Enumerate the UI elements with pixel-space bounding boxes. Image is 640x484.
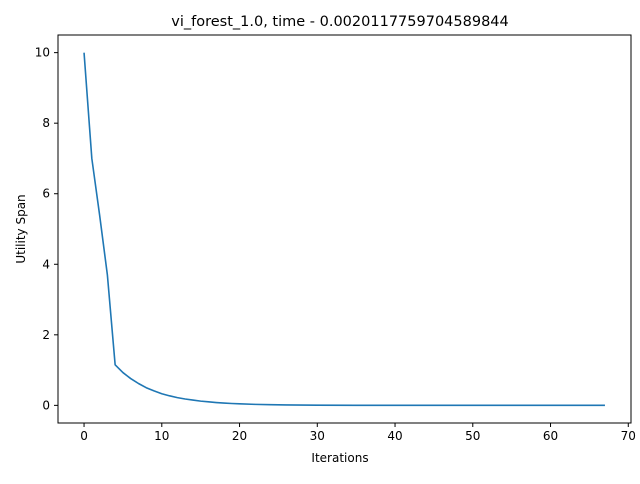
x-tick-label: 30 — [310, 429, 325, 443]
x-tick-label: 40 — [387, 429, 402, 443]
y-tick-label: 0 — [42, 398, 50, 412]
x-tick-label: 20 — [232, 429, 247, 443]
x-tick-label: 70 — [621, 429, 636, 443]
x-axis-label: Iterations — [311, 451, 368, 465]
x-tick-label: 60 — [543, 429, 558, 443]
y-tick-label: 6 — [42, 187, 50, 201]
x-tick-label: 0 — [80, 429, 88, 443]
y-tick-label: 4 — [42, 257, 50, 271]
series-line — [83, 52, 605, 407]
y-tick-label: 8 — [42, 116, 50, 130]
chart-title: vi_forest_1.0, time - 0.0020117759704589… — [171, 14, 509, 30]
y-axis-ticks: 0 2 4 6 8 10 — [35, 46, 58, 412]
y-tick-label: 10 — [35, 46, 50, 60]
y-axis-label: Utility Span — [14, 194, 28, 263]
x-axis-ticks: 0 10 20 30 40 50 60 70 — [80, 423, 636, 443]
axes-frame — [57, 34, 632, 424]
y-tick-label: 2 — [42, 328, 50, 342]
x-tick-label: 10 — [154, 429, 169, 443]
plot-area — [83, 52, 605, 407]
x-tick-label: 50 — [465, 429, 480, 443]
